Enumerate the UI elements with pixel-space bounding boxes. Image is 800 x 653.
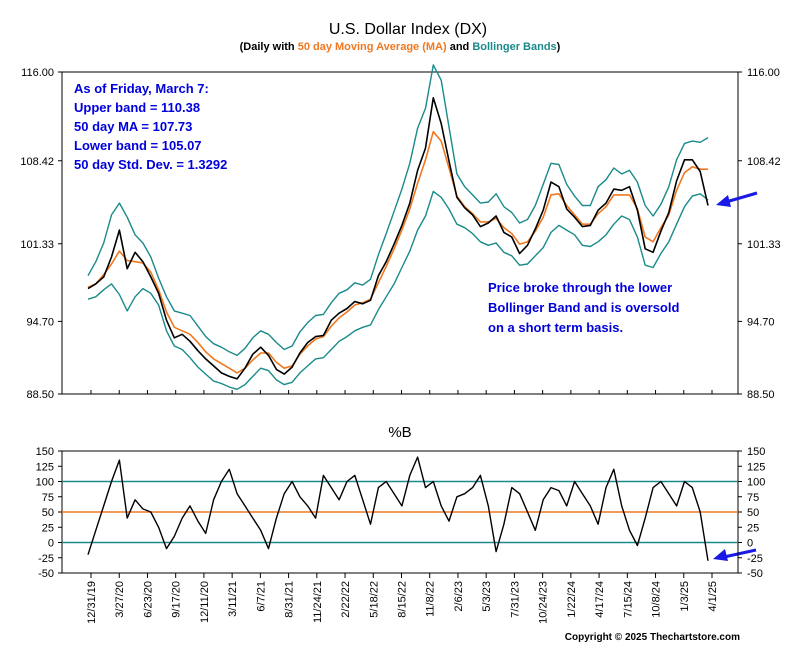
note-line-2: Bollinger Band and is oversold <box>488 300 679 315</box>
price-ytick-label-right: 94.70 <box>747 316 775 328</box>
percentb-ytick-label-right: 50 <box>747 507 759 519</box>
percentb-ytick-label-right: -25 <box>747 553 763 565</box>
x-tick-label: 4/17/24 <box>594 581 606 618</box>
x-tick-label: 6/23/20 <box>142 581 154 618</box>
percentb-arrow-icon <box>713 548 757 561</box>
percentb-ytick-label-right: -50 <box>747 568 763 580</box>
x-tick-label: 10/8/24 <box>651 581 663 618</box>
percentb-y-axis: 150 150 125 125 100 100 75 75 50 50 25 25 0 0 -25 -25 -5… <box>36 446 766 580</box>
stats-line-lower: Lower band = 105.07 <box>74 138 202 153</box>
upper-band-line <box>87 64 709 357</box>
price-ytick-label-right: 101.33 <box>747 239 781 251</box>
percentb-ytick-label-right: 25 <box>747 522 759 534</box>
percentb-ytick-label-right: 150 <box>747 446 765 458</box>
x-tick-label: 5/18/22 <box>368 581 380 618</box>
x-tick-label: 7/15/24 <box>622 581 634 618</box>
percentb-ytick-label-right: 125 <box>747 461 765 473</box>
x-tick-label: 7/31/23 <box>509 581 521 618</box>
percentb-ytick-label-right: 100 <box>747 477 765 489</box>
x-tick-label: 12/11/20 <box>199 581 211 623</box>
subtitle-ma: 50 day Moving Average (MA) <box>298 41 447 53</box>
percentb-ytick-label-left: 100 <box>36 477 54 489</box>
x-tick-label: 4/1/25 <box>707 581 719 612</box>
x-tick-label: 8/31/21 <box>284 581 296 618</box>
price-ytick-label-left: 116.00 <box>21 67 54 79</box>
note-line-3: on a short term basis. <box>488 320 623 335</box>
percentb-line <box>87 456 709 561</box>
x-tick-label: 8/15/22 <box>397 581 409 618</box>
stats-line-ma: 50 day MA = 107.73 <box>74 119 192 134</box>
price-ytick-label-left: 108.42 <box>20 156 54 168</box>
x-tick-label: 12/31/19 <box>86 581 98 624</box>
percentb-ytick-label-right: 75 <box>747 492 759 504</box>
x-tick-label: 6/7/21 <box>255 581 267 612</box>
x-tick-label: 5/3/23 <box>481 581 493 612</box>
percentb-ytick-label-left: 150 <box>36 446 54 458</box>
percentb-ytick-label-left: -25 <box>38 553 54 565</box>
x-tick-label: 11/24/21 <box>312 581 324 623</box>
chart-subtitle: (Daily with 50 day Moving Average (MA) a… <box>240 41 561 53</box>
x-tick-label: 3/27/20 <box>114 581 126 618</box>
ma-line <box>87 130 708 374</box>
price-y-axis: 116.00 116.00 108.42 108.42 101.33 101.33 94.7… <box>20 67 780 401</box>
x-tick-label: 2/6/23 <box>453 581 465 612</box>
price-series-group <box>87 64 709 390</box>
price-ytick-label-left: 101.33 <box>20 239 54 251</box>
percentb-series-group <box>62 456 738 561</box>
stats-line-stddev: 50 day Std. Dev. = 1.3292 <box>74 157 227 172</box>
x-tick-label: 1/22/24 <box>566 581 578 618</box>
x-tick-label: 1/3/25 <box>679 581 691 612</box>
price-ytick-label-right: 108.42 <box>747 156 781 168</box>
note-line-1: Price broke through the lower <box>488 280 672 295</box>
subtitle-bb: Bollinger Bands <box>472 41 556 53</box>
copyright-text: Copyright © 2025 Thechartstore.com <box>565 632 740 643</box>
price-ytick-label-left: 94.70 <box>26 316 54 328</box>
stats-annotation: As of Friday, March 7: Upper band = 110.… <box>74 81 227 172</box>
percentb-ytick-label-left: 25 <box>42 522 54 534</box>
lower-band-line <box>87 190 709 390</box>
x-axis: 12/31/19 3/27/20 6/23/20 9/17/20 12/11/20 3/1… <box>86 390 719 624</box>
percentb-ytick-label-left: 125 <box>36 461 54 473</box>
stats-line-upper: Upper band = 110.38 <box>74 100 200 115</box>
subtitle-prefix: (Daily with <box>240 41 298 53</box>
price-line <box>87 97 709 380</box>
x-tick-label: 3/11/21 <box>227 581 239 617</box>
price-ytick-label-right: 88.50 <box>747 389 775 401</box>
percentb-ytick-label-left: -50 <box>38 568 54 580</box>
percentb-ytick-label-right: 0 <box>747 538 753 550</box>
price-ytick-label-left: 88.50 <box>26 389 54 401</box>
x-tick-label: 9/17/20 <box>171 581 183 618</box>
percentb-ytick-label-left: 50 <box>42 507 54 519</box>
price-arrow-icon <box>716 191 758 207</box>
subtitle-suffix: ) <box>557 41 561 53</box>
price-plot-frame <box>61 71 739 395</box>
percentb-ytick-label-left: 0 <box>48 538 54 550</box>
oversold-note: Price broke through the lower Bollinger … <box>488 280 679 335</box>
x-tick-label: 2/22/22 <box>340 581 352 618</box>
stats-line-date: As of Friday, March 7: <box>74 81 209 96</box>
percentb-ytick-label-left: 75 <box>42 492 54 504</box>
price-ytick-label-right: 116.00 <box>747 67 780 79</box>
subtitle-mid: and <box>447 41 473 53</box>
x-tick-label: 11/8/22 <box>425 581 437 617</box>
chart-title: U.S. Dollar Index (DX) <box>329 21 487 38</box>
percentb-title: %B <box>388 424 411 441</box>
x-tick-label: 10/24/23 <box>538 581 550 624</box>
